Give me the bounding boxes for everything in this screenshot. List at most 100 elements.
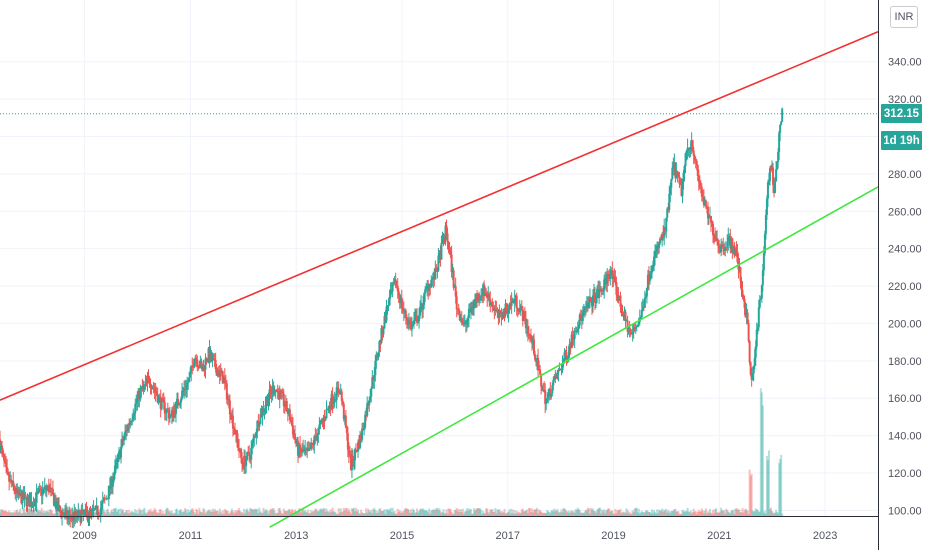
- volume-bar: [429, 514, 432, 516]
- candle-body: [125, 429, 128, 432]
- volume-bar: [521, 508, 524, 516]
- candle-body: [696, 165, 699, 176]
- candle-body: [126, 429, 129, 431]
- candle-body: [501, 317, 504, 319]
- volume-bar: [714, 509, 717, 516]
- candle-body: [497, 309, 500, 318]
- volume-bar: [528, 508, 531, 516]
- volume-bar: [139, 510, 142, 516]
- candle-body: [131, 419, 134, 422]
- candle-body: [732, 245, 735, 253]
- volume-bar: [238, 507, 241, 516]
- volume-bar: [235, 510, 238, 516]
- volume-bar: [299, 508, 302, 516]
- volume-bar: [660, 510, 663, 516]
- candle-body: [443, 238, 446, 241]
- volume-bar: [198, 507, 201, 516]
- candle-body: [563, 352, 566, 361]
- candle-body: [30, 501, 33, 507]
- candle-body: [64, 511, 67, 516]
- volume-bar: [132, 512, 135, 516]
- candle-body: [248, 452, 251, 457]
- candle-body: [660, 238, 663, 241]
- volume-bar: [103, 511, 106, 516]
- volume-bar: [166, 508, 169, 516]
- volume-bar: [395, 513, 398, 516]
- volume-bar: [562, 507, 565, 516]
- volume-bar: [541, 512, 544, 516]
- x-tick-label: 2021: [707, 530, 731, 542]
- volume-bar: [594, 511, 597, 516]
- candle-body: [210, 352, 213, 361]
- volume-bar: [686, 507, 689, 516]
- candle-body: [363, 427, 366, 430]
- candle-body: [553, 375, 556, 380]
- candle-body: [636, 324, 639, 327]
- volume-bar: [449, 509, 452, 516]
- volume-bar: [247, 510, 250, 516]
- candle-body: [626, 320, 629, 332]
- candle-body: [573, 331, 576, 339]
- volume-bar: [579, 512, 582, 516]
- volume-bar: [230, 508, 233, 516]
- volume-bar: [466, 510, 469, 516]
- volume-bar: [273, 510, 276, 516]
- currency-button[interactable]: INR: [890, 6, 918, 28]
- volume-bar: [739, 512, 742, 516]
- candle-body: [469, 307, 472, 313]
- candle-body: [300, 449, 303, 453]
- volume-bar: [388, 509, 391, 516]
- candle-body: [280, 391, 283, 393]
- candle-body: [39, 488, 42, 490]
- candle-body: [640, 309, 643, 318]
- candle-body: [715, 238, 718, 240]
- volume-bar: [144, 512, 147, 516]
- volume-bar: [332, 511, 335, 516]
- candle-body: [320, 420, 323, 422]
- volume-bar: [158, 509, 161, 516]
- volume-bar: [312, 510, 315, 516]
- volume-bar: [729, 513, 732, 516]
- candle-body: [225, 383, 228, 400]
- candle-body: [415, 315, 418, 317]
- volume-bar: [51, 513, 54, 516]
- candle-body: [591, 295, 594, 307]
- volume-bar: [313, 511, 316, 516]
- volume-bar: [286, 510, 289, 516]
- candle-body: [18, 490, 21, 496]
- candle-body: [189, 372, 192, 378]
- volume-bar: [760, 392, 763, 516]
- volume-bar: [325, 508, 328, 516]
- volume-bar: [111, 512, 114, 516]
- volume-bar: [442, 509, 445, 516]
- volume-bar: [298, 508, 301, 516]
- volume-bar: [731, 509, 734, 516]
- candle-body: [582, 309, 585, 313]
- candle-body: [59, 506, 62, 511]
- candle-body: [628, 329, 631, 333]
- candle-body: [85, 508, 88, 512]
- candle-body: [263, 408, 266, 412]
- volume-bar: [617, 509, 620, 516]
- candle-body: [774, 181, 777, 193]
- volume-bar: [706, 511, 709, 516]
- candle-body: [545, 401, 548, 404]
- volume-bar: [468, 510, 471, 516]
- volume-bar: [723, 510, 726, 516]
- candle-body: [283, 406, 286, 408]
- volume-bar: [619, 508, 622, 516]
- volume-bar: [119, 513, 122, 516]
- volume-bar: [289, 511, 292, 516]
- volume-bar: [39, 511, 42, 516]
- volume-bar: [606, 509, 609, 516]
- volume-bar: [42, 510, 45, 516]
- candle-body: [632, 327, 635, 333]
- volume-bar: [192, 509, 195, 516]
- y-tick-label: 340.00: [888, 57, 922, 69]
- volume-bar: [691, 512, 694, 516]
- volume-bar: [255, 509, 258, 516]
- volume-bar: [15, 510, 18, 516]
- volume-bar: [420, 508, 423, 516]
- candle-body: [587, 302, 590, 308]
